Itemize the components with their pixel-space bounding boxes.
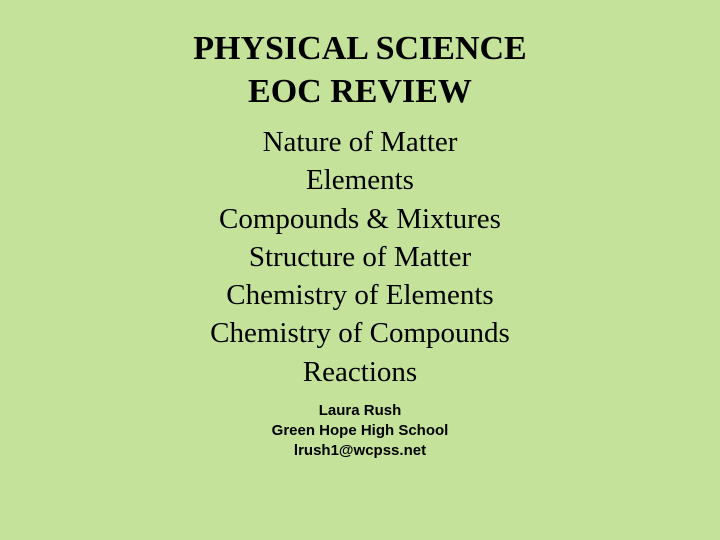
topic-item: Elements: [210, 161, 510, 199]
title-line-2: EOC REVIEW: [193, 71, 526, 114]
slide: PHYSICAL SCIENCE EOC REVIEW Nature of Ma…: [0, 0, 720, 540]
topic-item: Structure of Matter: [210, 238, 510, 276]
topic-list: Nature of Matter Elements Compounds & Mi…: [210, 123, 510, 391]
author-email: lrush1@wcpss.net: [272, 441, 449, 461]
author-block: Laura Rush Green Hope High School lrush1…: [272, 401, 449, 462]
topic-item: Chemistry of Compounds: [210, 314, 510, 352]
slide-title: PHYSICAL SCIENCE EOC REVIEW: [193, 28, 526, 113]
topic-item: Nature of Matter: [210, 123, 510, 161]
title-line-1: PHYSICAL SCIENCE: [193, 28, 526, 71]
author-school: Green Hope High School: [272, 421, 449, 441]
topic-item: Reactions: [210, 353, 510, 391]
author-name: Laura Rush: [272, 401, 449, 421]
topic-item: Chemistry of Elements: [210, 276, 510, 314]
topic-item: Compounds & Mixtures: [210, 200, 510, 238]
